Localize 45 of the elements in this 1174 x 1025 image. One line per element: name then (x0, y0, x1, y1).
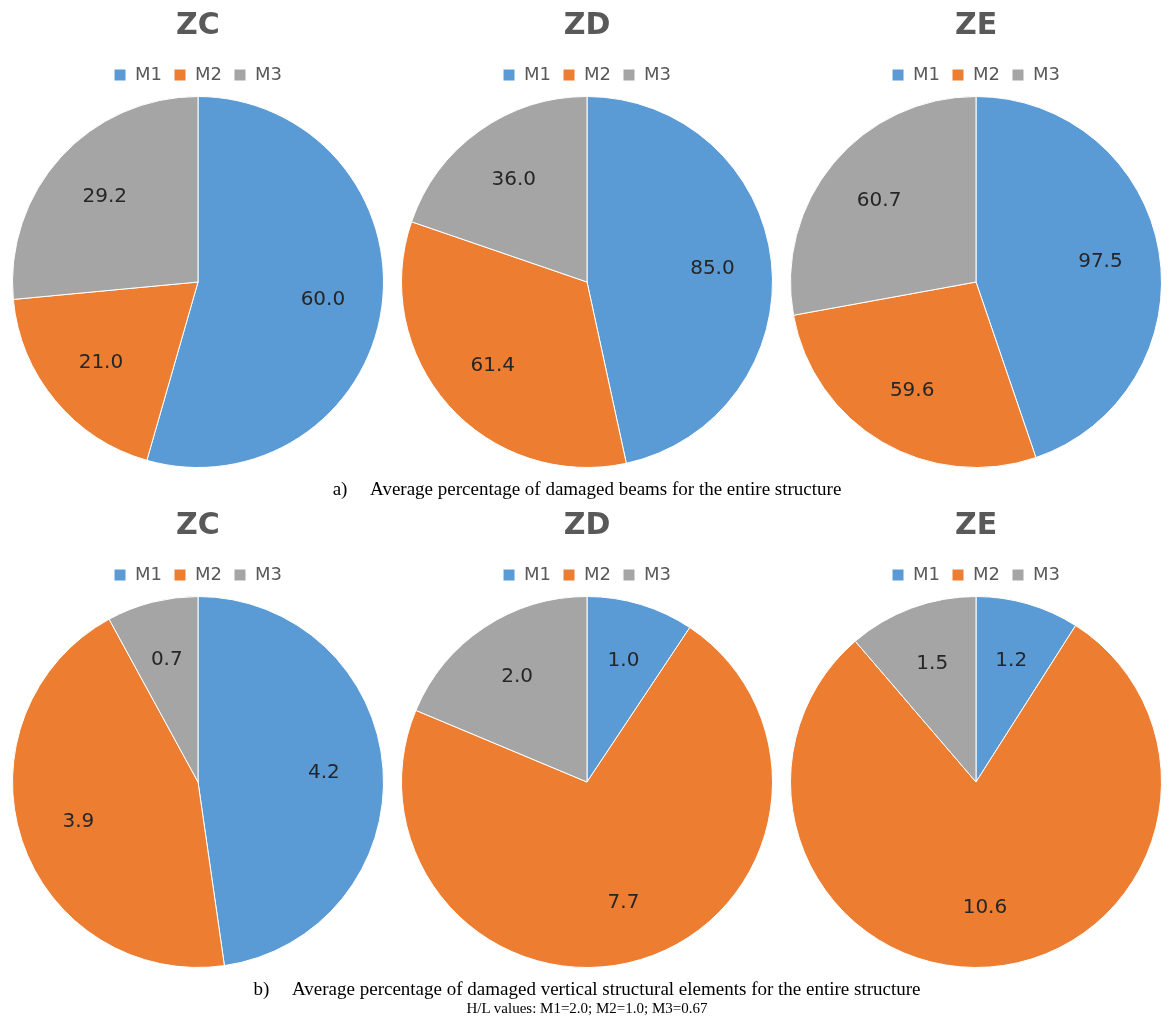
legend-label: M3 (254, 62, 282, 84)
legend-label: M2 (584, 62, 611, 84)
data-label: 2.0 (501, 663, 534, 688)
legend-label: M2 (973, 562, 1000, 584)
data-label: 59.6 (889, 376, 935, 401)
data-label: 7.7 (607, 888, 640, 913)
text: H/L values: M1=2.0; M2=1.0; M3=0.67 (465, 1000, 709, 1017)
chart-title: ZC (176, 5, 220, 41)
legend-label: M1 (524, 562, 552, 584)
legend-label: M1 (135, 562, 163, 584)
legend-label: M2 (195, 562, 222, 584)
legend-label: M3 (643, 562, 671, 584)
chart-title: ZE (954, 505, 998, 541)
data-label: 1.2 (995, 647, 1028, 672)
legend-label: M2 (973, 62, 1000, 84)
legend-label: M3 (1032, 562, 1060, 584)
legend-label: M3 (643, 62, 671, 84)
legend-label: M3 (254, 562, 282, 584)
legend-label: M1 (135, 62, 163, 84)
data-label: 97.5 (1078, 247, 1123, 272)
data-label: 61.4 (470, 352, 515, 377)
data-label: 10.6 (962, 894, 1008, 919)
data-label: 60.7 (856, 187, 902, 212)
data-label: 36.0 (491, 165, 536, 190)
text: b) Average percentage of damaged vertical structural elements for the entire structure (252, 978, 922, 1000)
legend-label: M3 (1032, 62, 1060, 84)
chart-title: ZE (954, 5, 998, 41)
legend-label: M1 (913, 562, 941, 584)
text: a) Average percentage of damaged beams for the entire structure (331, 478, 843, 500)
legend-label: M2 (195, 62, 222, 84)
data-label: 1.5 (916, 649, 949, 674)
chart-title: ZD (563, 505, 611, 541)
data-label: 29.2 (82, 183, 127, 208)
legend-label: M2 (584, 562, 611, 584)
chart-title: ZD (563, 5, 611, 41)
chart-title: ZC (176, 505, 220, 541)
data-label: 4.2 (307, 759, 340, 784)
data-label: 0.7 (150, 645, 183, 670)
legend-label: M1 (913, 62, 941, 84)
data-label: 1.0 (607, 647, 640, 672)
data-label: 21.0 (78, 348, 124, 373)
legend-label: M1 (524, 62, 552, 84)
data-label: 85.0 (690, 254, 735, 279)
data-label: 60.0 (300, 285, 346, 310)
data-label: 3.9 (62, 808, 95, 833)
